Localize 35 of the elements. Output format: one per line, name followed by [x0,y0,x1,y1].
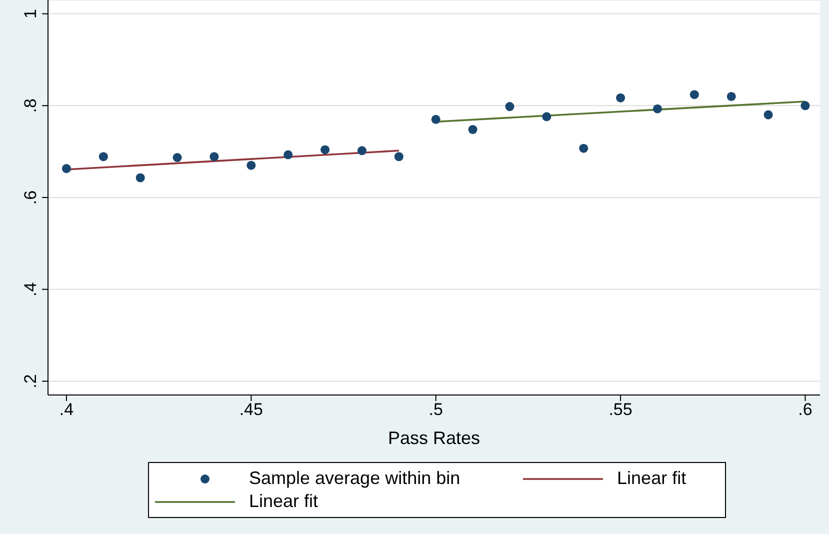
point [542,112,552,122]
point [394,152,404,162]
point [616,93,626,102]
point [320,145,330,154]
point [357,146,366,156]
x-tick-label: .55 [608,400,632,420]
x-tick-label: .45 [239,400,263,420]
point [136,173,145,182]
point [505,102,514,112]
legend-label: Linear fit [249,491,318,512]
point [579,144,588,153]
point [172,153,182,162]
point [726,92,736,101]
x-tick-label: .5 [428,400,443,420]
point [210,152,219,162]
point [246,160,256,170]
legend-label: Sample average within bin [249,468,460,489]
point [431,114,440,124]
x-tick-label: .4 [59,400,74,420]
point [468,125,478,134]
y-tick-label: .6 [21,190,40,205]
x-axis-title: Pass Rates [388,428,480,448]
point [98,152,108,162]
point [800,101,810,110]
legend-label: Linear fit [617,468,686,489]
y-tick-label: .8 [21,98,40,113]
point [764,110,773,120]
point [62,164,71,174]
point [652,104,662,114]
y-tick-label: 1 [21,9,40,19]
y-tick-label: .4 [21,282,40,296]
y-tick-label: .2 [21,374,40,388]
point [284,150,293,160]
x-tick-label: .6 [798,400,812,420]
point [690,90,699,100]
